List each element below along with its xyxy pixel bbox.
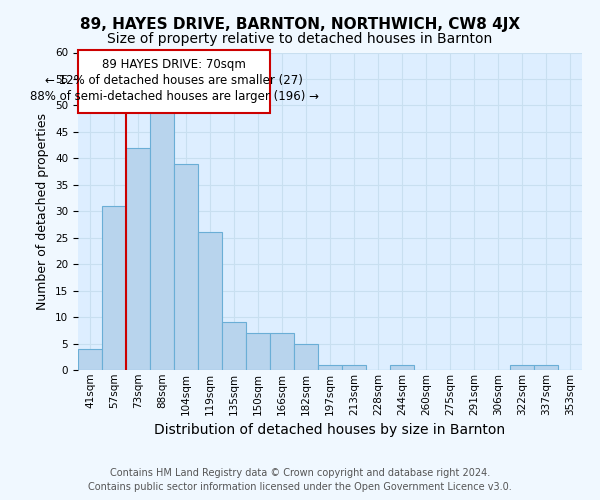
Bar [534,364,558,370]
Text: Size of property relative to detached houses in Barnton: Size of property relative to detached ho… [107,32,493,46]
Bar [342,364,366,370]
Bar [150,106,174,370]
Bar [294,344,318,370]
Bar [246,333,270,370]
Bar [102,206,126,370]
Bar [126,148,150,370]
Bar [78,349,102,370]
Bar [198,232,222,370]
Bar [510,364,534,370]
Text: 89 HAYES DRIVE: 70sqm: 89 HAYES DRIVE: 70sqm [102,58,246,71]
Bar [390,364,414,370]
Bar [270,333,294,370]
Bar [174,164,198,370]
Y-axis label: Number of detached properties: Number of detached properties [37,113,49,310]
Text: 89, HAYES DRIVE, BARNTON, NORTHWICH, CW8 4JX: 89, HAYES DRIVE, BARNTON, NORTHWICH, CW8… [80,18,520,32]
Text: ← 12% of detached houses are smaller (27): ← 12% of detached houses are smaller (27… [45,74,303,86]
X-axis label: Distribution of detached houses by size in Barnton: Distribution of detached houses by size … [154,423,506,437]
Bar [222,322,246,370]
Text: Contains HM Land Registry data © Crown copyright and database right 2024.
Contai: Contains HM Land Registry data © Crown c… [88,468,512,492]
Bar [78,50,270,114]
Text: 88% of semi-detached houses are larger (196) →: 88% of semi-detached houses are larger (… [29,90,319,103]
Bar [318,364,342,370]
